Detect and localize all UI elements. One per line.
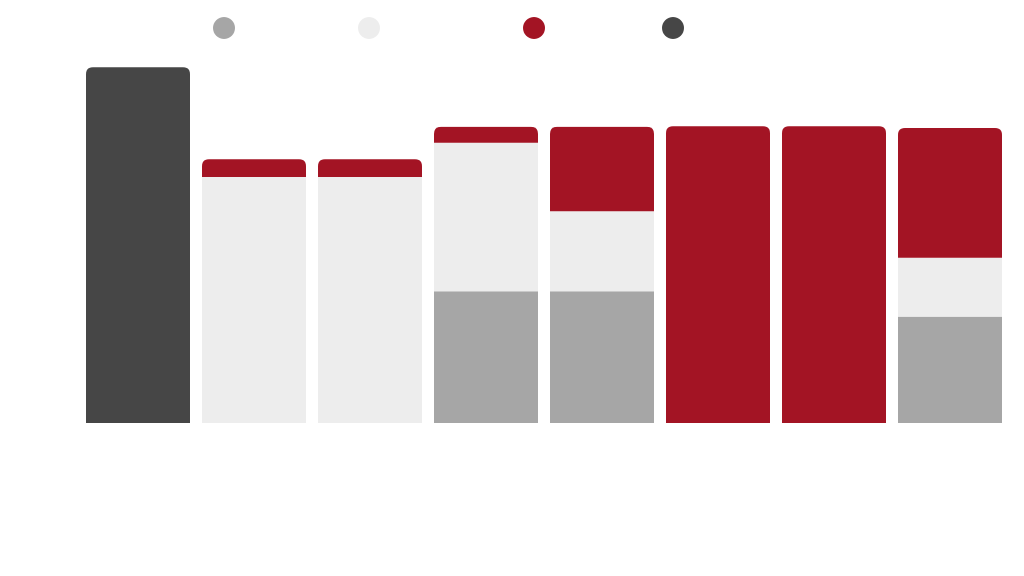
bar-segment[interactable] <box>898 128 1002 258</box>
bar-segment[interactable] <box>898 257 1002 317</box>
x-tick-label: Roumain <box>910 434 964 488</box>
bar-segment[interactable] <box>550 291 654 423</box>
legend-swatch <box>523 17 546 39</box>
legend-label: 3e pilier <box>557 17 624 38</box>
y-tick-label: 1000 <box>39 356 72 373</box>
bar-segment[interactable] <box>782 126 886 423</box>
x-axis: Salaire actuel Assistant +25 Isolé 12 +55 A… <box>77 434 965 523</box>
y-tick-label: 0 <box>64 415 72 432</box>
x-tick-label: Salaire actuel <box>77 434 153 510</box>
y-tick-label: 6000 <box>39 61 72 78</box>
x-tick-label: Assistant +25 <box>193 434 269 510</box>
bar-segment[interactable] <box>202 159 306 177</box>
legend-label: Salaire actuel <box>695 17 811 38</box>
x-tick-label: Pilote 3 actuel <box>654 434 733 513</box>
legend-label: 1er pilier <box>247 17 321 38</box>
bars <box>86 67 1002 423</box>
y-tick-label: 5000 <box>39 120 72 137</box>
bar-segment[interactable] <box>434 291 538 423</box>
x-tick-label: pilote modulable <box>760 434 849 523</box>
bar-segment[interactable] <box>434 126 538 143</box>
bar-segment[interactable] <box>898 316 1002 423</box>
legend-swatch <box>661 17 684 39</box>
legend-swatch <box>213 17 236 39</box>
y-tick-label: 3000 <box>39 238 72 255</box>
legend-swatch <box>358 17 381 39</box>
legend-item[interactable]: 3e pilier <box>523 17 624 39</box>
bar-segment[interactable] <box>318 159 422 177</box>
legend-label: 2ème pilier <box>392 17 486 38</box>
x-tick-label: Assistant +50 <box>425 434 501 510</box>
legend-item[interactable]: Salaire actuel <box>661 17 811 39</box>
bar-segment[interactable] <box>550 126 654 212</box>
y-tick-label: 2000 <box>39 297 72 314</box>
y-axis: 0 1000 2000 3000 4000 5000 6000 <box>39 61 72 432</box>
x-tick-label: Isolé 12 +55 <box>315 434 385 504</box>
legend-item[interactable]: 1er pilier <box>213 17 320 39</box>
bar-segment[interactable] <box>550 211 654 292</box>
bar-segment[interactable] <box>86 67 190 423</box>
y-tick-label: 4000 <box>39 179 72 196</box>
chart-legend: 1er pilier 2ème pilier 3e pilier Salaire ac… <box>0 17 1024 39</box>
legend-item[interactable]: 2ème pilier <box>358 17 485 39</box>
bar-segment[interactable] <box>434 142 538 292</box>
bar-segment[interactable] <box>202 176 306 423</box>
bar-segment[interactable] <box>318 176 422 423</box>
bar-segment[interactable] <box>666 126 770 423</box>
x-tick-label: Isolé 10 +55 <box>547 434 617 504</box>
